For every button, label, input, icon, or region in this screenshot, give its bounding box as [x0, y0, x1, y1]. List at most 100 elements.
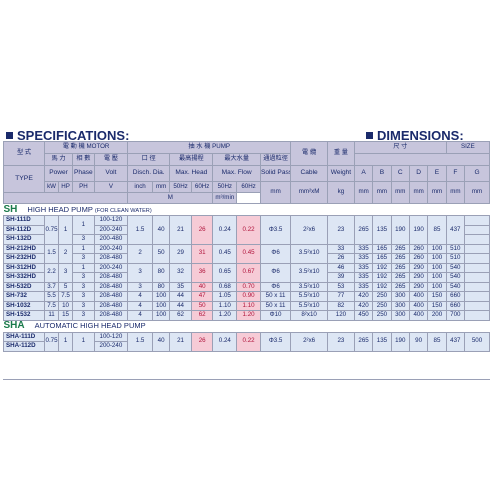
cell-dim-b: 250 — [372, 291, 392, 302]
cell-model: SHA-111D — [2, 331, 46, 342]
cell-dim-g — [464, 253, 490, 264]
cell-dim-f: 660 — [445, 300, 466, 311]
dimensions-label: DIMENSIONS: — [377, 128, 464, 143]
unit-dim-a: mm — [353, 181, 374, 204]
bullet-square-icon — [366, 132, 373, 139]
cell-dim-e: 100 — [427, 253, 447, 264]
cell-flow-60hz: 1.10 — [236, 300, 261, 311]
section-title-cell: SHA AUTOMATIC HIGH HEAD PUMP — [3, 319, 490, 333]
cell-head-60hz: 36 — [190, 262, 214, 283]
bullet-square-icon — [6, 132, 13, 139]
unit-head-60hz: 60Hz — [190, 181, 214, 193]
cell-dim-e: 150 — [427, 300, 447, 311]
cell-disch-mm: 80 — [151, 262, 171, 283]
cell-phase: 1 — [72, 215, 95, 235]
section-title: HIGH HEAD PUMP — [27, 204, 93, 214]
header-type-zh: 型 式 — [2, 141, 46, 166]
cell-dim-c: 190 — [390, 331, 410, 352]
cell-flow-60hz: 0.67 — [236, 262, 261, 283]
unit-solid: mm — [259, 181, 292, 204]
cell-dim-e: 100 — [427, 243, 447, 254]
cell-disch-mm: 40 — [151, 331, 171, 352]
cell-dim-e: 85 — [427, 215, 447, 245]
cell-phase: 1 — [72, 331, 95, 352]
cell-model: SH-232HD — [2, 253, 46, 264]
cell-volt: 200-240 — [93, 341, 129, 352]
cell-solid: Φ3.5 — [259, 215, 292, 245]
cell-cable: 3.5²x10 — [290, 281, 328, 292]
cell-power-kw: 5.5 — [44, 291, 60, 302]
cell-volt: 200-240 — [93, 243, 129, 254]
cell-dim-b: 250 — [372, 300, 392, 311]
cell-dim-f: 660 — [445, 291, 466, 302]
unit-dim-d: mm — [408, 181, 429, 204]
cell-weight: 23 — [326, 331, 355, 352]
cell-weight: 26 — [326, 253, 355, 264]
cell-volt: 208-480 — [93, 281, 129, 292]
cell-volt: 200-480 — [93, 234, 129, 245]
cell-disch-inch: 2 — [127, 243, 153, 264]
cell-dim-g — [464, 291, 490, 302]
cell-weight: 23 — [326, 215, 355, 245]
table-row: SH-312HD 2.2 3 1 200-240 3 80 32 36 0.65 0.67 Φ6 3.5… — [2, 262, 490, 283]
cell-power-kw: 11 — [44, 310, 60, 321]
table-row: SH-1032 7.5 10 3 208-480 4 100 44 50 1.10 1.10 50 x… — [2, 300, 490, 311]
cell-dim-g — [464, 310, 490, 321]
cell-phase: 3 — [72, 291, 95, 302]
cell-phase: 1 — [72, 262, 95, 273]
section-row: SH HIGH HEAD PUMP (FOR CLEAN WATER) — [3, 203, 490, 216]
cell-flow-50hz: 0.45 — [212, 243, 238, 264]
cell-head-60hz: 26 — [190, 331, 214, 352]
cell-dim-c: 190 — [390, 215, 410, 245]
cell-dim-g — [464, 281, 490, 292]
header-weight-zh: 重 量 — [326, 141, 355, 166]
cell-dim-c: 300 — [390, 300, 410, 311]
cell-flow-60hz: 0.45 — [236, 243, 261, 264]
cell-power-hp: 1 — [58, 215, 74, 245]
header-power-zh: 馬 力 — [44, 153, 74, 166]
cell-disch-mm: 50 — [151, 243, 171, 264]
unit-dim-g: mm — [464, 181, 490, 204]
cell-dim-a: 335 — [353, 262, 374, 273]
cell-model: SH-732 — [2, 291, 46, 302]
cell-weight: 77 — [326, 291, 355, 302]
header-phase-zh: 相 數 — [72, 153, 95, 166]
cell-dim-c: 265 — [390, 262, 410, 273]
cell-flow-50hz: 0.24 — [212, 215, 238, 245]
cell-model: SH-332HD — [2, 272, 46, 283]
cell-dim-e: 100 — [427, 272, 447, 283]
table-row: SH-232HD 3 208-480 26 335 165 265 260 100 510 — [2, 253, 490, 264]
cell-head-60hz: 62 — [190, 310, 214, 321]
cell-flow-50hz: 1.20 — [212, 310, 238, 321]
cell-head-60hz: 26 — [190, 215, 214, 245]
cell-dim-c: 265 — [390, 243, 410, 254]
cell-dim-f: 510 — [445, 243, 466, 254]
cell-flow-50hz: 0.68 — [212, 281, 238, 292]
table-row: SH-132D 3 200-480 — [2, 234, 490, 245]
cell-dim-b: 165 — [372, 253, 392, 264]
cell-head-50hz: 21 — [169, 215, 192, 245]
cell-dim-g — [464, 272, 490, 283]
cell-dim-b: 165 — [372, 243, 392, 254]
cell-solid: Φ3.5 — [259, 331, 292, 352]
cell-dim-f: 540 — [445, 272, 466, 283]
cell-dim-f: 540 — [445, 262, 466, 273]
cell-weight: 39 — [326, 272, 355, 283]
cell-head-60hz: 40 — [190, 281, 214, 292]
header-dim-d: D — [408, 165, 429, 182]
cell-phase: 3 — [72, 234, 95, 245]
cell-model: SH-532D — [2, 281, 46, 292]
cell-dim-a: 420 — [353, 291, 374, 302]
cell-dim-f: 700 — [445, 310, 466, 321]
cell-model: SHA-112D — [2, 341, 46, 352]
cell-volt: 200-240 — [93, 224, 129, 235]
cell-dim-d: 290 — [408, 272, 429, 283]
cell-power-kw: 0.75 — [44, 215, 60, 245]
cell-cable: 3.5²x10 — [290, 243, 328, 264]
header-head-zh: 最高揚程 — [169, 153, 214, 166]
cell-volt: 208-480 — [93, 291, 129, 302]
cell-cable: 8²x10 — [290, 310, 328, 321]
cell-dim-a: 335 — [353, 243, 374, 254]
cell-disch-inch: 4 — [127, 300, 153, 311]
cell-power-hp: 10 — [58, 300, 74, 311]
